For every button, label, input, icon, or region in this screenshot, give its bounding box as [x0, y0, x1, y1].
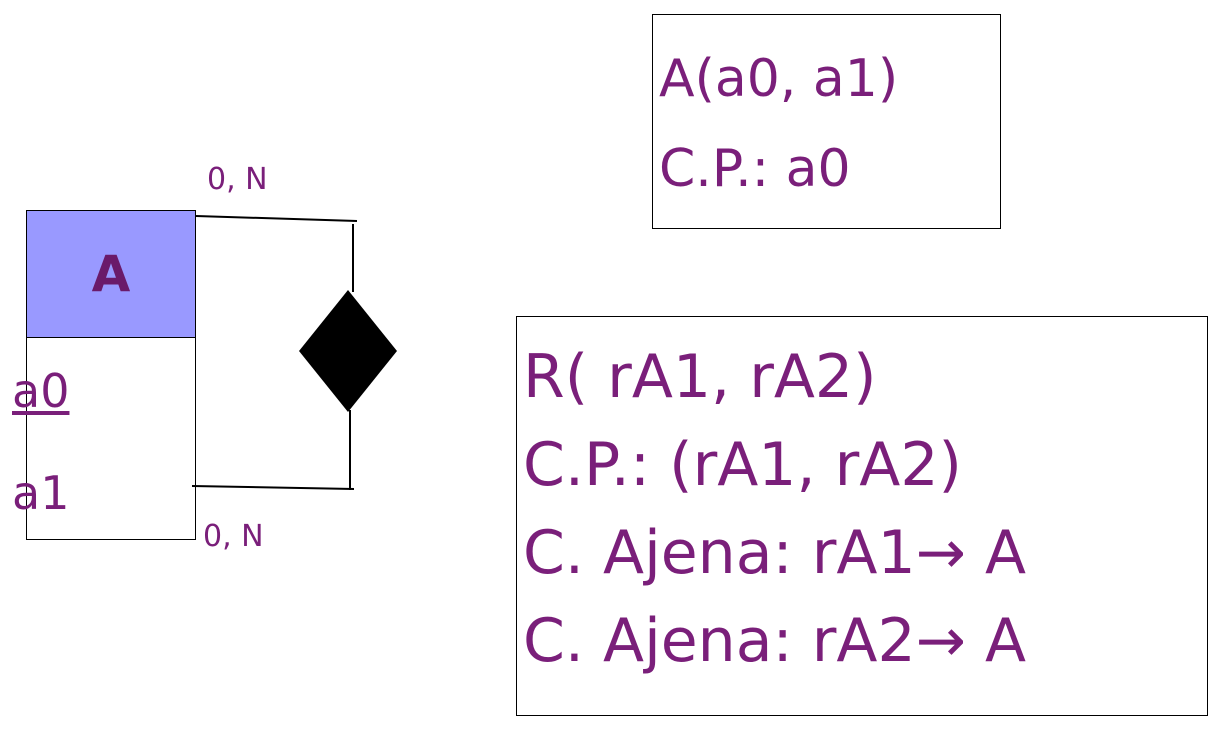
attribute-a1: a1 [12, 466, 70, 520]
schema-r-foreign-key-1: C. Ajena: rA1→ A [523, 518, 1027, 588]
entity-name: A [27, 211, 195, 338]
cardinality-top: 0, N [207, 162, 268, 197]
bottom-connector-line [191, 485, 355, 490]
schema-r-foreign-key-2: C. Ajena: rA2→ A [523, 606, 1027, 676]
schema-r-box: R( rA1, rA2) C.P.: (rA1, rA2) C. Ajena: … [516, 316, 1208, 716]
entity-a: A [26, 210, 196, 540]
top-connector-line [195, 215, 358, 222]
cardinality-bottom: 0, N [203, 519, 264, 554]
attribute-a0-primary-key: a0 [12, 364, 70, 418]
schema-a-box: A(a0, a1) C.P.: a0 [652, 14, 1001, 229]
schema-r-primary-key: C.P.: (rA1, rA2) [523, 430, 962, 500]
relationship-diamond [299, 290, 397, 412]
schema-a-definition: A(a0, a1) [659, 49, 899, 109]
schema-r-definition: R( rA1, rA2) [523, 342, 877, 412]
schema-a-primary-key: C.P.: a0 [659, 139, 851, 199]
